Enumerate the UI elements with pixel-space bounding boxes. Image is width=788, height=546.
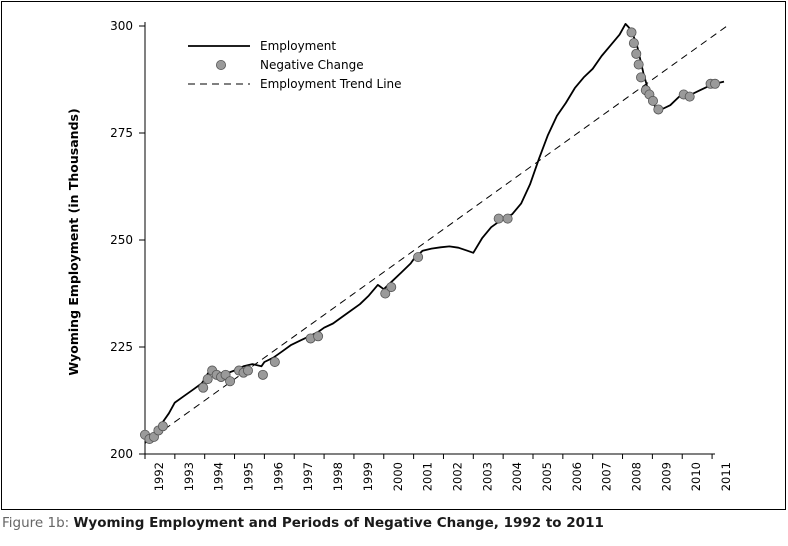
x-tick-label: 2002	[450, 462, 464, 491]
y-axis-label: Wyoming Employment (in Thousands)	[66, 108, 81, 375]
x-tick-label: 1995	[242, 462, 256, 491]
x-tick-label: 2008	[630, 462, 644, 491]
y-ticks: 200 225 250 275 300	[110, 19, 145, 461]
x-tick-label: 1992	[152, 462, 166, 491]
x-tick-label: 2011	[719, 462, 733, 491]
y-tick-label: 225	[110, 340, 133, 354]
x-tick-label: 2001	[421, 462, 435, 491]
caption-prefix: Figure 1b:	[2, 515, 70, 531]
x-tick-label: 1996	[271, 462, 285, 491]
y-tick-label: 300	[110, 19, 133, 33]
negative-change-point	[626, 27, 637, 38]
legend-label: Employment Trend Line	[260, 77, 402, 91]
x-tick-label: 1997	[301, 462, 315, 491]
negative-change-point	[636, 72, 647, 83]
x-tick-label: 1999	[361, 462, 375, 491]
y-tick-label: 250	[110, 233, 133, 247]
chart-frame: 200 225 250 275 300 1992 1993 1994 1995 1996 1997…	[1, 1, 786, 510]
x-tick-label: 2004	[510, 462, 524, 491]
negative-change-point	[647, 95, 658, 106]
x-tick-label: 2009	[659, 462, 673, 491]
x-tick-label: 2000	[391, 462, 405, 491]
y-tick-label: 200	[110, 447, 133, 461]
x-tick-label: 2007	[600, 462, 614, 491]
x-tick-label: 1998	[331, 462, 345, 491]
negative-change-point	[684, 91, 695, 102]
legend-label: Negative Change	[260, 58, 364, 72]
axes	[144, 22, 715, 455]
y-tick-label: 275	[110, 126, 133, 140]
legend: Employment Negative Change Employment Tren…	[188, 39, 402, 91]
x-tick-label: 2005	[540, 462, 554, 491]
negative-change-point	[493, 213, 504, 224]
caption-text: Wyoming Employment and Periods of Negati…	[73, 515, 604, 531]
x-tick-label: 1993	[182, 462, 196, 491]
negative-change-point	[631, 48, 642, 59]
x-tick-label: 2010	[689, 462, 703, 491]
negative-change-point	[202, 374, 213, 385]
negative-change-point	[628, 38, 639, 49]
negative-change-point	[313, 331, 324, 342]
employment-line	[144, 22, 725, 439]
negative-change-point	[633, 59, 644, 70]
negative-change-point	[198, 382, 209, 393]
legend-swatch-negative-change	[215, 60, 226, 71]
negative-change-point	[269, 356, 280, 367]
employment-line-layer	[144, 22, 725, 439]
negative-change-point	[242, 365, 253, 376]
negative-change-point	[386, 282, 397, 293]
negative-change-point	[380, 288, 391, 299]
negative-change-point	[653, 104, 664, 115]
negative-change-point	[413, 252, 424, 263]
x-tick-label: 2006	[570, 462, 584, 491]
legend-label: Employment	[260, 39, 336, 53]
x-tick-label: 1994	[212, 462, 226, 491]
figure-caption: Figure 1b: Wyoming Employment and Period…	[2, 515, 604, 531]
negative-change-point	[225, 376, 236, 387]
negative-change-markers	[139, 27, 721, 445]
x-tick-label: 2003	[480, 462, 494, 491]
negative-change-point	[157, 421, 168, 432]
negative-change-point	[710, 78, 721, 89]
negative-change-point	[257, 369, 268, 380]
x-ticks: 1992 1993 1994 1995 1996 1997 1998 1999 2000 2001…	[144, 454, 733, 491]
negative-change-point	[502, 213, 513, 224]
employment-chart: 200 225 250 275 300 1992 1993 1994 1995 1996 1997…	[66, 19, 733, 491]
